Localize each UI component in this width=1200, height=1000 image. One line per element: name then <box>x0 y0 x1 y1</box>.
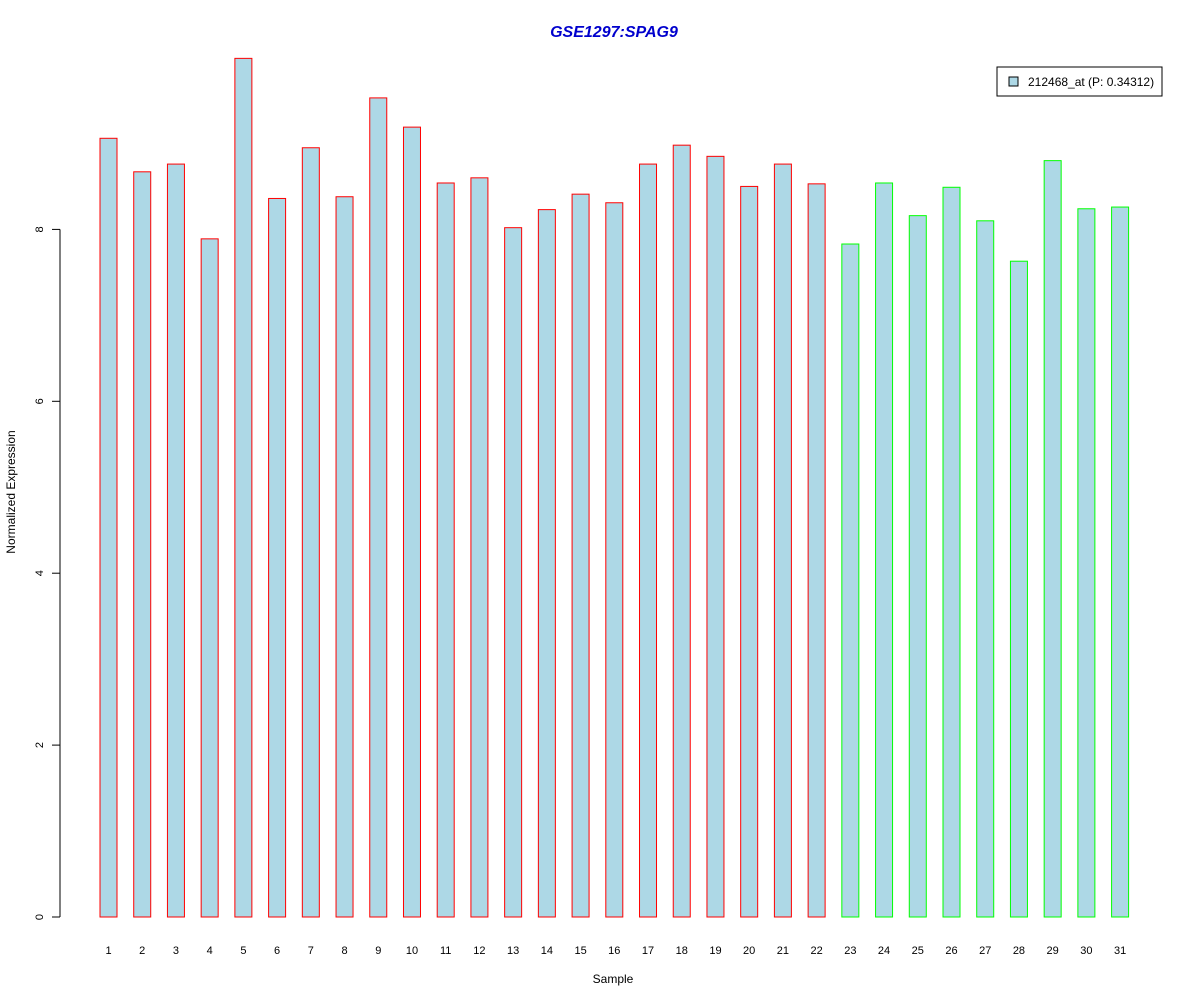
x-tick-label: 11 <box>440 945 451 957</box>
x-tick-label: 4 <box>207 945 213 957</box>
bar <box>672 144 691 918</box>
bar <box>1111 206 1130 918</box>
bar <box>470 177 489 918</box>
x-tick-label: 5 <box>240 945 246 957</box>
y-tick-label: 2 <box>34 742 46 748</box>
x-tick-label: 7 <box>308 945 314 957</box>
x-tick-label: 18 <box>676 945 688 957</box>
bar <box>1043 160 1062 918</box>
bar <box>504 227 523 918</box>
x-tick-labels: 1 2 3 4 5 6 7 8 9 10 11 12 13 14 15 16 17 18 19 20 21 22 23 24 2… <box>105 945 1126 957</box>
bars-group <box>99 57 1130 918</box>
bar <box>706 155 725 918</box>
x-tick-label: 9 <box>375 945 381 957</box>
bar <box>537 209 556 918</box>
x-tick-label: 13 <box>507 945 519 957</box>
x-tick-label: 21 <box>777 945 789 957</box>
bar <box>166 163 185 918</box>
y-axis: 0 2 4 6 8 <box>34 226 61 920</box>
bar <box>402 126 421 918</box>
bar <box>301 147 320 918</box>
bar <box>335 196 354 918</box>
legend: 212468_at (P: 0.34312) <box>996 66 1163 97</box>
x-tick-label: 2 <box>139 945 145 957</box>
legend-label: 212468_at (P: 0.34312) <box>1028 75 1154 89</box>
x-tick-label: 31 <box>1114 945 1126 957</box>
x-tick-label: 26 <box>945 945 957 957</box>
x-tick-label: 14 <box>541 945 553 957</box>
x-tick-label: 1 <box>105 945 111 957</box>
bar <box>99 137 118 918</box>
bar <box>571 193 590 918</box>
chart-title: GSE1297:SPAG9 <box>550 24 678 41</box>
x-tick-label: 24 <box>878 945 890 957</box>
bar <box>200 238 219 918</box>
x-tick-label: 28 <box>1013 945 1025 957</box>
bar <box>908 215 927 918</box>
bar <box>605 202 624 918</box>
y-tick-label: 0 <box>34 914 46 920</box>
bar <box>841 243 860 918</box>
x-tick-label: 3 <box>173 945 179 957</box>
y-axis-label: Normalized Expression <box>4 430 18 553</box>
x-tick-label: 30 <box>1080 945 1092 957</box>
x-tick-label: 25 <box>912 945 924 957</box>
y-tick-label: 8 <box>34 226 46 232</box>
x-tick-label: 23 <box>844 945 856 957</box>
bar <box>234 57 253 918</box>
legend-box <box>996 66 1163 97</box>
x-tick-label: 29 <box>1047 945 1059 957</box>
bar <box>875 182 894 918</box>
bar <box>268 197 287 918</box>
y-tick-label: 6 <box>34 398 46 404</box>
x-tick-label: 22 <box>810 945 822 957</box>
bar <box>807 183 826 918</box>
bar <box>1009 260 1028 918</box>
bar <box>1077 208 1096 918</box>
x-tick-label: 15 <box>574 945 586 957</box>
bar <box>133 171 152 918</box>
x-tick-label: 17 <box>642 945 654 957</box>
x-tick-label: 20 <box>743 945 755 957</box>
x-tick-label: 27 <box>979 945 991 957</box>
x-axis-label: Sample <box>593 972 634 986</box>
bar <box>639 163 658 918</box>
x-tick-label: 12 <box>473 945 485 957</box>
bar <box>740 185 759 918</box>
bar <box>436 182 455 918</box>
bar <box>942 186 961 918</box>
x-tick-label: 6 <box>274 945 280 957</box>
x-tick-label: 16 <box>608 945 620 957</box>
x-tick-label: 8 <box>341 945 347 957</box>
y-tick-label: 4 <box>34 570 46 576</box>
legend-swatch <box>1008 76 1019 87</box>
bar <box>773 163 792 918</box>
x-tick-label: 19 <box>709 945 721 957</box>
bar <box>369 97 388 918</box>
x-tick-label: 10 <box>406 945 418 957</box>
bar <box>976 220 995 918</box>
